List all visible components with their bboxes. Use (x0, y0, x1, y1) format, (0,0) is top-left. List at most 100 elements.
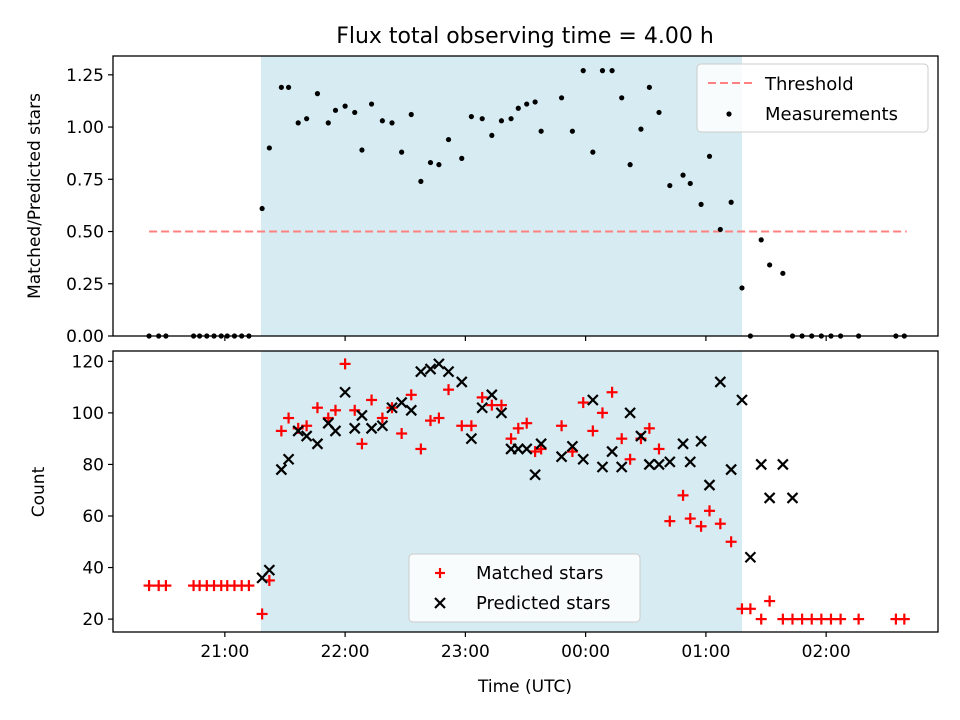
legend-measurements-label: Measurements (765, 104, 898, 125)
matched-star-point (806, 613, 818, 625)
y-tick-label: 120 (72, 352, 104, 372)
predicted-star-point (395, 396, 408, 409)
measurement-point (680, 172, 686, 178)
bottom-x-axis: 21:00 22:00 23:00 00:00 01:00 02:00 (200, 632, 851, 662)
matched-star-point (256, 608, 268, 620)
predicted-star-point (476, 401, 488, 414)
measurement-point (278, 84, 284, 90)
y-tick-label: 1.00 (66, 118, 104, 138)
measurement-point (459, 155, 465, 161)
measurement-point (342, 103, 348, 109)
matched-star-point (366, 394, 378, 406)
matched-star-point (512, 422, 524, 434)
y-tick-label: 0.50 (66, 223, 104, 243)
y-tick-label: 0.25 (66, 275, 104, 295)
matched-star-point (764, 595, 776, 607)
x-tick-label: 21:00 (200, 642, 249, 662)
matched-star-point (443, 384, 455, 396)
predicted-star-point (777, 458, 789, 471)
predicted-star-point (329, 425, 342, 437)
measurement-point (389, 120, 395, 126)
measurement-point (427, 159, 434, 166)
chart-title: Flux total observing time = 4.00 h (336, 24, 714, 49)
bottom-data-marks (143, 358, 910, 625)
predicted-star-point (744, 551, 757, 564)
predicted-star-point (263, 564, 276, 576)
bottom-plot-frame (112, 350, 939, 633)
predicted-star-point (714, 376, 727, 388)
predicted-star-point (624, 407, 636, 419)
predicted-star-point (677, 438, 689, 450)
matched-star-point (329, 404, 341, 416)
top-y-axis: 0.00 0.25 0.50 0.75 1.00 1.25 (66, 66, 113, 347)
matched-star-point (755, 613, 767, 625)
matched-star-point (643, 422, 655, 434)
predicted-star-point (615, 461, 628, 473)
measurement-point (524, 101, 530, 107)
measurement-point (259, 205, 265, 212)
matched-star-point (606, 386, 618, 398)
measurement-point (558, 95, 565, 101)
matched-star-point (616, 433, 628, 445)
x-tick-label: 02:00 (802, 642, 851, 662)
legend-threshold-label: Threshold (764, 74, 854, 95)
predicted-star-point (424, 363, 437, 375)
predicted-star-point (664, 456, 676, 468)
x-tick-label: 23:00 (441, 642, 490, 662)
y-tick-label: 1.25 (66, 66, 104, 86)
matched-star-point (396, 427, 408, 439)
matched-star-point (243, 580, 255, 592)
matched-star-point (777, 613, 789, 625)
predicted-star-point (643, 458, 656, 471)
predicted-star-point (386, 401, 398, 414)
predicted-star-point (495, 407, 508, 419)
matched-star-point (424, 415, 436, 427)
legend-matched-label: Matched stars (476, 563, 603, 584)
predicted-star-point (512, 443, 525, 455)
predicted-star-point (282, 453, 295, 466)
predicted-star-point (311, 438, 324, 450)
predicted-star-point (455, 376, 468, 388)
predicted-star-point (577, 453, 590, 466)
measurement-point (285, 84, 292, 90)
matched-star-point (624, 453, 636, 465)
predicted-star-point (606, 445, 618, 458)
x-tick-label: 22:00 (321, 642, 370, 662)
x-axis-label: Time (UTC) (477, 677, 572, 697)
measurement-point (498, 118, 505, 124)
legend-matched-swatch (435, 568, 445, 578)
measurement-point (314, 91, 321, 97)
matched-star-point (825, 613, 837, 625)
matched-star-point (356, 438, 368, 450)
matched-star-point (339, 358, 351, 370)
y-tick-label: 80 (82, 455, 104, 475)
measurement-point (590, 149, 596, 155)
x-tick-label: 00:00 (561, 642, 610, 662)
matched-star-point (664, 515, 676, 527)
measurement-point (304, 116, 310, 122)
matched-star-point (744, 603, 756, 615)
measurement-point (638, 126, 644, 132)
predicted-star-point (365, 422, 378, 435)
predicted-star-point (465, 432, 478, 445)
predicted-star-point (376, 419, 389, 432)
top-legend-box (696, 63, 929, 133)
measurement-point (468, 113, 474, 120)
x-tick-label: 01:00 (681, 642, 730, 662)
measurement-point (687, 180, 693, 187)
y-tick-label: 20 (82, 610, 104, 630)
predicted-star-point (635, 430, 647, 442)
matched-star-point (476, 391, 488, 403)
predicted-star-point (275, 463, 288, 476)
bottom-y-axis-label: Count (29, 466, 49, 517)
measurement-point (266, 145, 272, 151)
matched-star-point (486, 399, 498, 411)
measurement-point (399, 149, 405, 155)
measurement-point (717, 226, 723, 233)
measurement-point (667, 182, 673, 189)
matched-star-point (349, 404, 361, 416)
measurement-point (780, 270, 786, 276)
bottom-panel: 20 40 60 80 100 120 21:00 22:00 23:00 00:00 01:00… (29, 350, 939, 697)
predicted-star-point (703, 479, 716, 491)
matched-star-point (695, 520, 707, 532)
